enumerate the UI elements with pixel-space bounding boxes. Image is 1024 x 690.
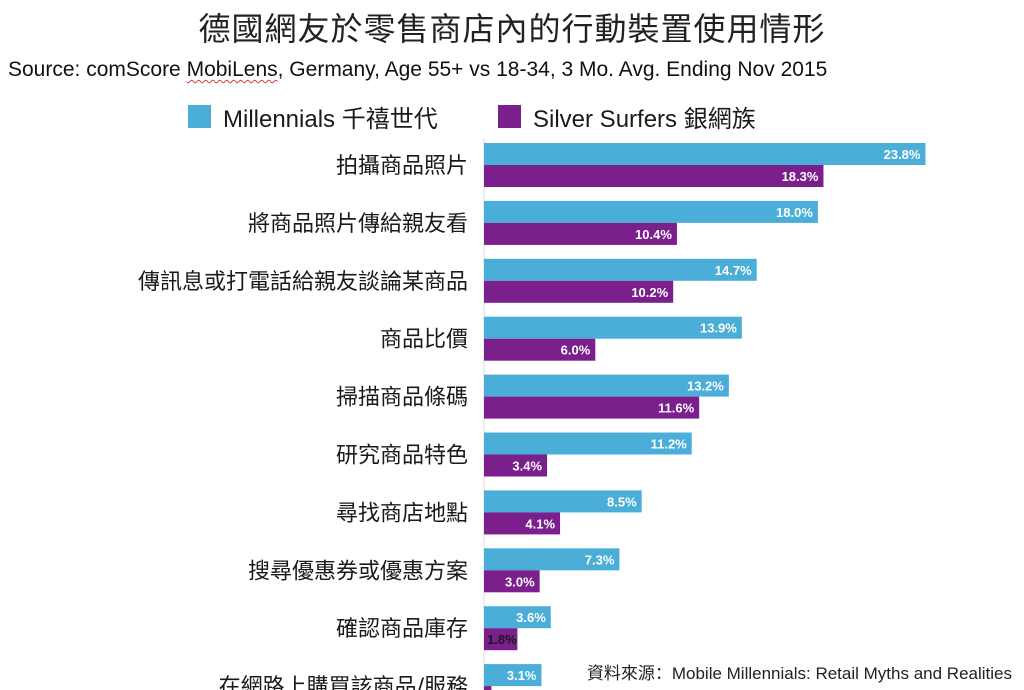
legend-swatch-silver-surfers bbox=[498, 104, 521, 128]
data-label-silver-surfers: 10.2% bbox=[631, 285, 668, 300]
bar-millennials bbox=[484, 664, 542, 687]
category-label: 掃描商品條碼 bbox=[336, 386, 468, 411]
data-label-silver-surfers: 4.1% bbox=[525, 516, 555, 531]
chart-legend: Millennials 千禧世代 Silver Surfers 銀網族 bbox=[0, 100, 1024, 133]
bar-millennials bbox=[484, 258, 757, 281]
legend-item-millennials: Millennials 千禧世代 bbox=[188, 100, 438, 133]
category-label: 研究商品特色 bbox=[336, 444, 468, 469]
data-label-millennials: 18.0% bbox=[776, 205, 813, 220]
category-label: 搜尋優惠券或優惠方案 bbox=[248, 559, 468, 584]
bar-millennials bbox=[484, 606, 551, 629]
data-label-millennials: 8.5% bbox=[607, 494, 637, 509]
bar-silver-surfers bbox=[484, 686, 492, 690]
bar-silver-surfers bbox=[484, 512, 561, 535]
category-label: 在網路上購買該商品/服務 bbox=[219, 675, 468, 690]
bar-silver-surfers bbox=[484, 454, 548, 477]
bar-millennials bbox=[484, 432, 692, 455]
bar-millennials bbox=[484, 490, 642, 513]
legend-label-millennials: Millennials 千禧世代 bbox=[223, 105, 438, 133]
bar-millennials bbox=[484, 374, 729, 397]
data-label-silver-surfers: 1.8% bbox=[487, 632, 517, 647]
category-label: 將商品照片傳給親友看 bbox=[248, 212, 468, 237]
data-label-millennials: 23.8% bbox=[884, 147, 921, 162]
data-label-silver-surfers: 6.0% bbox=[561, 343, 591, 358]
source-note: 資料來源：Mobile Millennials: Retail Myths an… bbox=[586, 664, 1012, 683]
bar-millennials bbox=[484, 143, 926, 165]
chart-subtitle: Source: comScore MobiLens, Germany, Age … bbox=[8, 58, 827, 82]
legend-item-silver-surfers: Silver Surfers 銀網族 bbox=[498, 100, 756, 133]
data-label-millennials: 3.6% bbox=[516, 610, 546, 625]
category-label: 確認商品庫存 bbox=[336, 617, 468, 642]
data-label-silver-surfers: 3.0% bbox=[505, 574, 535, 589]
bar-silver-surfers bbox=[484, 396, 700, 419]
data-label-silver-surfers: 10.4% bbox=[635, 227, 672, 242]
category-label: 商品比價 bbox=[380, 328, 468, 353]
data-label-millennials: 7.3% bbox=[585, 552, 615, 567]
data-label-millennials: 13.2% bbox=[687, 379, 724, 394]
data-label-millennials: 3.1% bbox=[507, 668, 537, 683]
bar-silver-surfers bbox=[484, 628, 518, 651]
legend-label-silver-surfers: Silver Surfers 銀網族 bbox=[533, 105, 756, 133]
subtitle-underlined: MobiLens bbox=[186, 58, 278, 81]
category-label: 拍攝商品照片 bbox=[336, 154, 468, 179]
bar-silver-surfers bbox=[484, 570, 540, 593]
bar-millennials bbox=[484, 200, 818, 223]
bar-silver-surfers bbox=[484, 165, 824, 187]
chart-title: 德國網友於零售商店內的行動裝置使用情形 bbox=[198, 10, 826, 48]
data-label-millennials: 14.7% bbox=[715, 263, 752, 278]
bar-silver-surfers bbox=[484, 338, 596, 361]
data-label-millennials: 13.9% bbox=[700, 321, 737, 336]
data-label-silver-surfers: 18.3% bbox=[782, 169, 819, 184]
data-label-silver-surfers: 11.6% bbox=[658, 401, 695, 416]
bar-silver-surfers bbox=[484, 280, 674, 303]
data-label-silver-surfers: 3.4% bbox=[512, 459, 542, 474]
bar-millennials bbox=[484, 316, 742, 339]
bar-silver-surfers bbox=[484, 222, 677, 245]
category-label: 尋找商店地點 bbox=[336, 501, 468, 526]
legend-swatch-millennials bbox=[188, 104, 211, 128]
subtitle-suffix: , Germany, Age 55+ vs 18-34, 3 Mo. Avg. … bbox=[277, 58, 828, 81]
data-label-millennials: 11.2% bbox=[651, 437, 688, 452]
bar-millennials bbox=[484, 548, 620, 571]
subtitle-prefix: Source: comScore bbox=[8, 58, 187, 81]
category-label: 傳訊息或打電話給親友談論某商品 bbox=[138, 270, 468, 295]
